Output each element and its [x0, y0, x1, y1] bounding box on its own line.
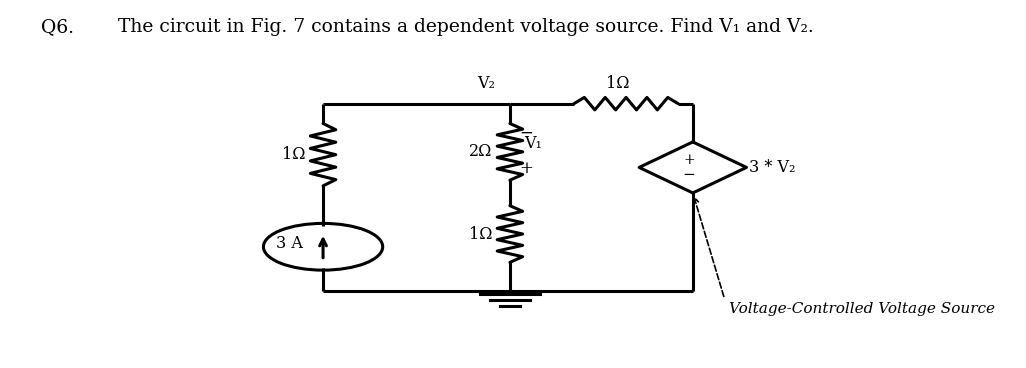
Text: +: +	[519, 160, 534, 177]
Text: Q6.: Q6.	[41, 18, 74, 36]
Text: 1Ω: 1Ω	[469, 226, 492, 243]
Text: 2Ω: 2Ω	[469, 144, 492, 160]
Text: 1Ω: 1Ω	[606, 75, 630, 92]
Text: The circuit in Fig. 7 contains a dependent voltage source. Find V₁ and V₂.: The circuit in Fig. 7 contains a depende…	[118, 18, 814, 36]
Text: V₁: V₁	[524, 135, 542, 152]
Text: 3 A: 3 A	[276, 236, 304, 252]
Text: V₂: V₂	[477, 75, 496, 92]
Text: +: +	[683, 153, 695, 167]
Text: Voltage-Controlled Voltage Source: Voltage-Controlled Voltage Source	[728, 302, 994, 316]
Text: 3 * V₂: 3 * V₂	[749, 159, 795, 176]
Text: 1Ω: 1Ω	[282, 146, 306, 163]
Text: −: −	[682, 167, 696, 181]
Text: −: −	[519, 125, 534, 142]
